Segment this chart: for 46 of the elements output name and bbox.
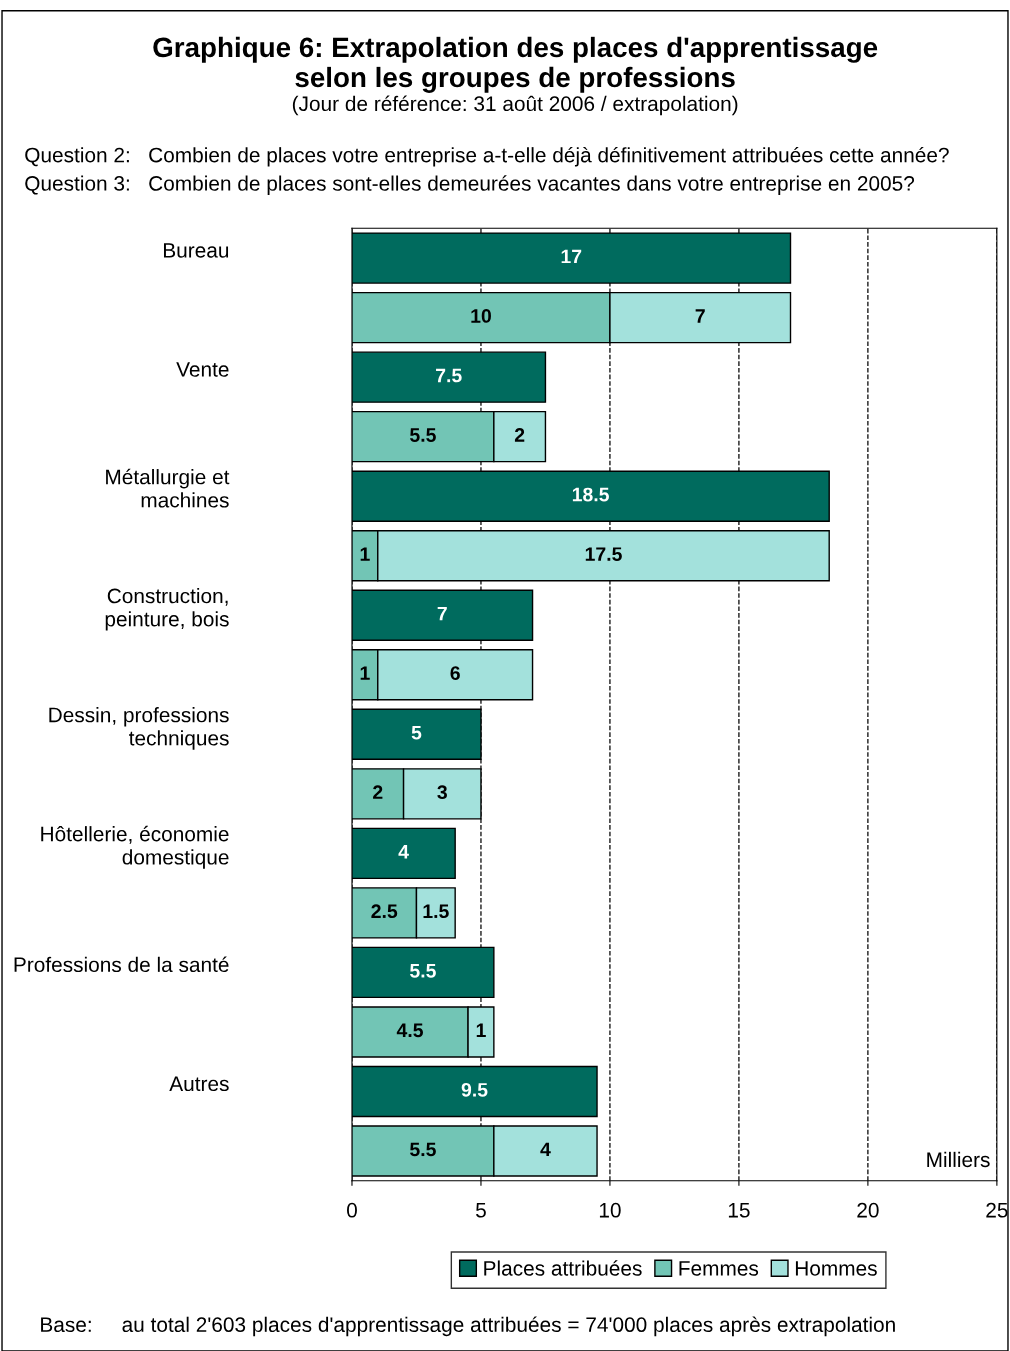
y-tick-label: Bureau — [163, 243, 229, 258]
data-label: 9.5 — [461, 1082, 488, 1097]
y-tick-label: Vente — [176, 362, 229, 377]
data-label: 1 — [476, 1023, 486, 1037]
data-label: 2.5 — [371, 904, 398, 919]
data-label: 1.5 — [423, 904, 449, 919]
legend-label: Femmes — [679, 1261, 759, 1276]
text: Base: au total 2'603 places d'apprentissage attribuées = 74'000 places après extrapolation — [41, 1316, 895, 1337]
text: Question 2: Combien de places votre entreprise a-t-elle déjà définitivement attribuées cette année? — [25, 146, 949, 167]
data-label: 6 — [450, 666, 460, 680]
data-label: 4.5 — [396, 1023, 423, 1038]
x-tick-label: 0 — [347, 1202, 357, 1218]
text: Question 3: Combien de places sont-elles demeurées vacantes dans votre entreprise en 2005? — [25, 175, 915, 195]
data-label: 4 — [540, 1142, 551, 1157]
data-label: 7.5 — [436, 368, 462, 383]
data-label: 2 — [373, 785, 383, 799]
x-tick-label: 5 — [476, 1203, 486, 1218]
data-label: 3 — [437, 785, 447, 800]
data-label: 17.5 — [585, 547, 622, 561]
data-label: 2 — [514, 428, 525, 442]
y-tick-label: Autres — [169, 1076, 229, 1092]
data-label: 10 — [471, 309, 491, 323]
y-tick-label: Hôtellerie, économie domestique — [41, 825, 229, 869]
chart-subtitle: (Jour de référence: 31 août 2006 / extrapolation) — [292, 95, 738, 116]
data-label: 1 — [360, 666, 370, 680]
y-tick-label: Construction, peinture, bois — [105, 587, 229, 631]
y-tick-label: Professions de la santé — [14, 956, 229, 973]
data-label: 7 — [437, 606, 447, 621]
legend-label: Hommes — [795, 1261, 877, 1276]
x-tick-label: 20 — [857, 1202, 879, 1218]
y-tick-label: Métallurgie et machines — [106, 468, 230, 508]
data-label: 5.5 — [410, 428, 436, 442]
x-axis-title: Milliers — [927, 1151, 990, 1168]
data-label: 4 — [398, 845, 409, 859]
x-tick-label: 15 — [728, 1203, 750, 1218]
data-label: 17 — [561, 249, 582, 264]
data-label: 5.5 — [410, 964, 436, 978]
data-label: 1 — [360, 547, 370, 561]
y-tick-label: Dessin, professions techniques — [49, 707, 229, 750]
legend-label: Places attribuées — [484, 1260, 642, 1276]
data-label: 5 — [411, 725, 422, 740]
data-label: 5.5 — [410, 1142, 436, 1157]
data-label: 7 — [695, 309, 705, 323]
x-tick-label: 10 — [599, 1202, 621, 1218]
chart-title: Graphique 6: Extrapolation des places d'apprentissage selon les groupes de professions — [153, 36, 878, 93]
data-label: 18.5 — [572, 487, 609, 502]
